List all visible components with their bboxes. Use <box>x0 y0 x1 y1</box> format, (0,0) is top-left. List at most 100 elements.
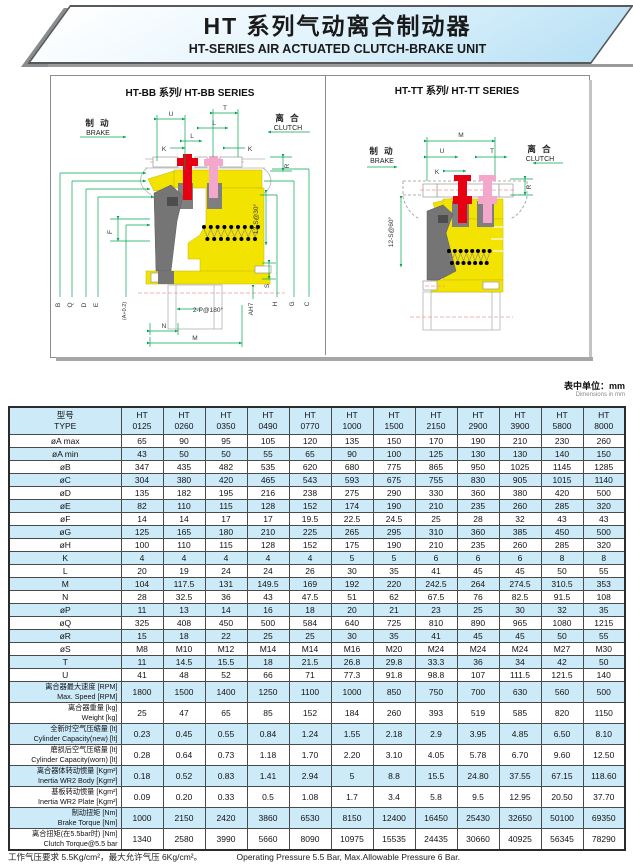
value-cell: 24.5 <box>372 512 416 526</box>
value-cell: 85 <box>246 702 290 724</box>
value-cell: 33.3 <box>414 655 458 669</box>
value-cell: 543 <box>288 473 332 487</box>
value-cell: 0.23 <box>120 723 164 745</box>
value-cell: 6 <box>414 551 458 565</box>
value-cell: 32.5 <box>162 590 206 604</box>
value-cell: 18 <box>288 603 332 617</box>
value-cell: 36 <box>456 655 500 669</box>
value-cell: 1500 <box>162 681 206 703</box>
value-cell: 11 <box>120 603 164 617</box>
value-cell: 264 <box>456 577 500 591</box>
value-cell: 43 <box>582 512 626 526</box>
value-cell: 15 <box>120 629 164 643</box>
value-cell: 110 <box>162 499 206 513</box>
value-cell: 17 <box>204 512 248 526</box>
value-cell: 19.5 <box>288 512 332 526</box>
value-cell: 45 <box>456 564 500 578</box>
value-cell: 1.55 <box>330 723 374 745</box>
value-cell: 830 <box>456 473 500 487</box>
pink-bolt-icon <box>204 156 223 198</box>
table-row: øA min 43 50 50 55 65 90 100 125 130 130 140 150 <box>8 447 626 461</box>
value-cell: 1340 <box>120 828 164 850</box>
spec-table: 型号 TYPE HT 0125 HT 0260 HT 0350 HT 0490 HT 0770 HT… <box>8 406 626 851</box>
value-cell: 260 <box>372 702 416 724</box>
svg-text:2-P@180°: 2-P@180° <box>193 306 224 314</box>
value-cell: 174 <box>330 499 374 513</box>
value-cell: 1080 <box>540 616 584 630</box>
value-cell: 465 <box>246 473 290 487</box>
value-cell: 1.7 <box>330 786 374 808</box>
value-cell: 43 <box>120 447 164 461</box>
value-cell: 24 <box>204 564 248 578</box>
value-cell: 500 <box>582 681 626 703</box>
value-cell: 111.5 <box>498 668 542 682</box>
row-label: øQ <box>8 616 122 630</box>
value-cell: 117.5 <box>162 577 206 591</box>
value-cell: 360 <box>456 486 500 500</box>
row-label: N <box>8 590 122 604</box>
page-title-cn: HT 系列气动离合制动器 <box>203 13 472 39</box>
value-cell: 90 <box>330 447 374 461</box>
value-cell: 230 <box>540 434 584 448</box>
svg-text:K: K <box>162 146 167 153</box>
value-cell: 1215 <box>582 616 626 630</box>
value-cell: 50 <box>540 629 584 643</box>
value-cell: 24.80 <box>456 765 500 787</box>
value-cell: 8 <box>582 551 626 565</box>
value-cell: 500 <box>582 486 626 500</box>
table-row: øR 15 18 22 25 25 30 35 41 45 45 50 55 <box>8 629 626 643</box>
value-cell: 750 <box>414 681 458 703</box>
value-cell: 182 <box>162 486 206 500</box>
table-row: øA max 65 90 95 105 120 135 150 170 190 210 230 260 <box>8 434 626 448</box>
value-cell: 91.8 <box>372 668 416 682</box>
value-cell: 3.95 <box>456 723 500 745</box>
body-steps <box>491 226 503 252</box>
value-cell: 220 <box>372 577 416 591</box>
units-note-cn: 表中单位：mm <box>563 381 625 391</box>
table-row: øC 304 380 420 465 543 593 675 755 830 905 1015 1140 <box>8 473 626 487</box>
svg-text:12-S@60°: 12-S@60° <box>387 217 395 248</box>
row-label: 磨损后空气压缩量 [lt] Cylinder Capacity(worn) [lt… <box>8 744 122 766</box>
ht-bb-drawing: HT-BB 系列/ HT-BB SERIES 制 动 BRAKE 离 合 CLU… <box>55 86 311 347</box>
page-title-en: HT-SERIES AIR ACTUATED CLUTCH-BRAKE UNIT <box>188 42 487 56</box>
table-row: U 41 48 52 66 71 77.3 91.8 98.8 107 111.5 121.5 140 <box>8 668 626 682</box>
table-row: øP 11 13 14 16 18 20 21 23 25 30 32 35 <box>8 603 626 617</box>
row-label: 离合扭矩(在5.5bar时) [Nm] Clutch Torque@5.5 bar <box>8 828 122 850</box>
value-cell: 260 <box>582 434 626 448</box>
row-label: øS <box>8 642 122 656</box>
value-cell: 32 <box>540 603 584 617</box>
svg-text:Q: Q <box>67 302 74 307</box>
value-cell: 118.60 <box>582 765 626 787</box>
value-cell: 149.5 <box>246 577 290 591</box>
value-cell: 76 <box>456 590 500 604</box>
value-cell: 128 <box>246 538 290 552</box>
value-cell: 16 <box>246 603 290 617</box>
svg-text:G: G <box>289 301 296 306</box>
value-cell: M16 <box>330 642 374 656</box>
value-cell: 25 <box>246 629 290 643</box>
value-cell: 620 <box>288 460 332 474</box>
col-header: HT 0490 <box>246 406 290 435</box>
value-cell: 140 <box>540 447 584 461</box>
value-cell: 41 <box>414 564 458 578</box>
row-label: øA max <box>8 434 122 448</box>
value-cell: 78290 <box>582 828 626 850</box>
value-cell: 135 <box>120 486 164 500</box>
value-cell: 184 <box>330 702 374 724</box>
svg-text:H: H <box>272 301 279 306</box>
value-cell: 36 <box>204 590 248 604</box>
value-cell: 1.08 <box>288 786 332 808</box>
value-cell: M24 <box>498 642 542 656</box>
value-cell: 6.50 <box>540 723 584 745</box>
value-cell: 50100 <box>540 807 584 829</box>
value-cell: 242.5 <box>414 577 458 591</box>
value-cell: 120 <box>288 434 332 448</box>
svg-text:N: N <box>162 323 167 330</box>
value-cell: 210 <box>498 434 542 448</box>
table-row: 离合扭矩(在5.5bar时) [Nm] Clutch Torque@5.5 bar… <box>8 828 626 850</box>
row-label: øB <box>8 460 122 474</box>
value-cell: 50 <box>162 447 206 461</box>
value-cell: 260 <box>498 499 542 513</box>
value-cell: 50 <box>582 655 626 669</box>
